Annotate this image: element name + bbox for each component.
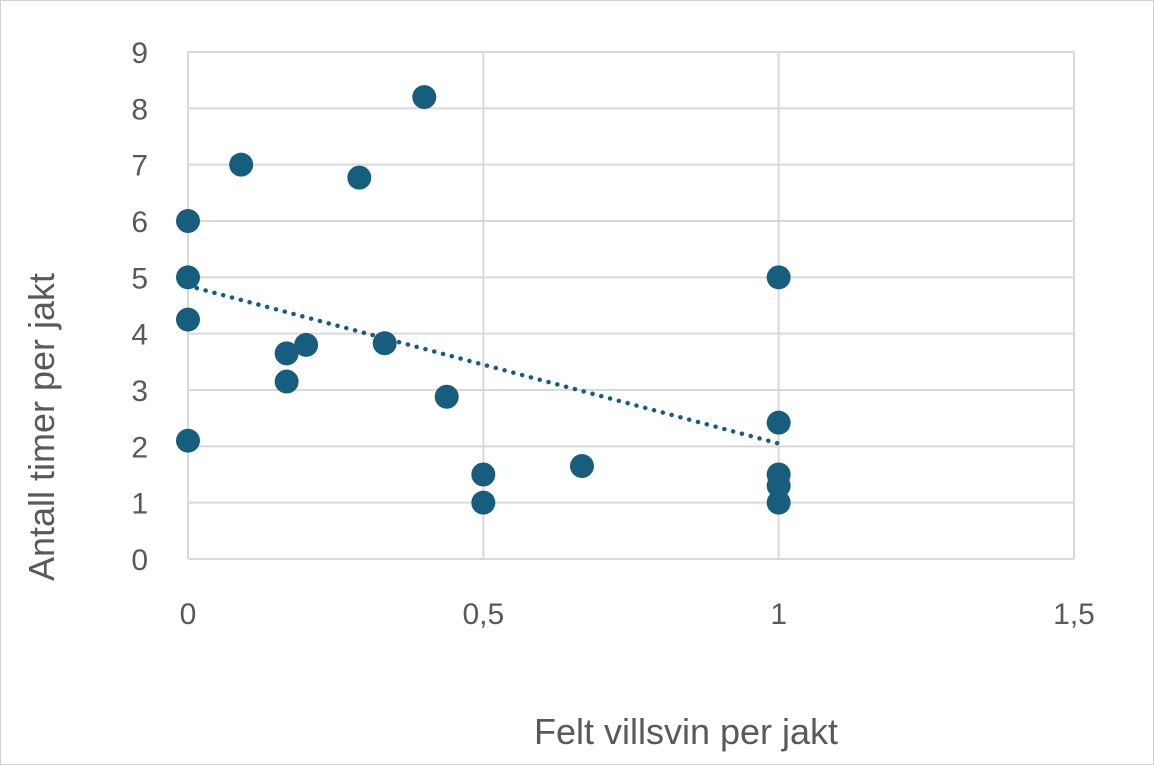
x-axis-title: Felt villsvin per jakt	[534, 711, 838, 752]
trendline-layer	[185, 283, 781, 446]
data-point	[766, 410, 791, 435]
y-tick-label: 0	[131, 544, 148, 577]
y-tick-label: 3	[131, 375, 148, 408]
data-point	[569, 454, 594, 479]
data-point	[471, 462, 496, 487]
grid-lines	[187, 51, 1075, 560]
data-point	[274, 369, 299, 394]
data-point	[766, 490, 791, 515]
data-point	[176, 265, 200, 290]
data-point	[294, 332, 319, 357]
y-tick-label: 7	[131, 150, 148, 183]
data-point	[434, 384, 459, 409]
data-point	[229, 152, 254, 177]
data-point	[412, 85, 437, 110]
y-tick-label: 8	[131, 93, 148, 126]
data-point	[176, 428, 200, 453]
data-point	[766, 265, 791, 290]
y-tick-label: 9	[131, 37, 148, 70]
x-tick-labels: 0 0,5 1 1,5	[180, 598, 1095, 631]
trendline	[185, 283, 781, 446]
y-tick-label: 5	[131, 262, 148, 295]
y-tick-label: 6	[131, 206, 148, 239]
data-point	[176, 307, 200, 332]
x-tick-label: 0	[180, 598, 197, 631]
data-point	[766, 473, 791, 498]
data-point	[176, 209, 200, 233]
data-point	[347, 165, 372, 190]
data-point	[372, 331, 397, 356]
data-point	[274, 341, 299, 366]
x-tick-label: 1,5	[1053, 598, 1095, 631]
x-tick-label: 0,5	[462, 598, 504, 631]
y-tick-label: 1	[131, 488, 148, 521]
y-tick-label: 4	[131, 319, 148, 352]
y-axis-title: Antall timer per jakt	[21, 273, 62, 581]
data-points	[176, 85, 791, 515]
y-tick-labels: 0 1 2 3 4 5 6 7 8 9	[131, 37, 148, 577]
y-tick-label: 2	[131, 431, 148, 464]
x-tick-label: 1	[770, 598, 787, 631]
data-point	[471, 490, 496, 515]
